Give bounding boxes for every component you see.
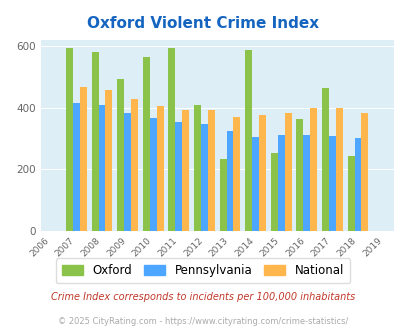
Bar <box>226 131 233 231</box>
Bar <box>303 135 309 231</box>
Bar <box>200 124 207 231</box>
Text: © 2025 CityRating.com - https://www.cityrating.com/crime-statistics/: © 2025 CityRating.com - https://www.city… <box>58 317 347 326</box>
Bar <box>309 108 316 231</box>
Bar <box>175 122 182 231</box>
Bar <box>270 153 277 231</box>
Bar <box>92 51 98 231</box>
Bar <box>105 90 112 231</box>
Bar <box>156 106 163 231</box>
Bar <box>245 50 252 231</box>
Bar <box>168 48 175 231</box>
Bar <box>354 138 360 231</box>
Bar <box>98 105 105 231</box>
Bar <box>277 135 284 231</box>
Bar <box>207 110 214 231</box>
Bar <box>73 103 80 231</box>
Bar <box>66 48 73 231</box>
Bar <box>252 137 258 231</box>
Bar <box>328 136 335 231</box>
Bar <box>117 79 124 231</box>
Bar <box>182 110 189 231</box>
Bar <box>335 108 342 231</box>
Bar <box>80 87 87 231</box>
Bar <box>321 88 328 231</box>
Legend: Oxford, Pennsylvania, National: Oxford, Pennsylvania, National <box>55 258 350 283</box>
Bar <box>124 113 131 231</box>
Text: Oxford Violent Crime Index: Oxford Violent Crime Index <box>87 16 318 31</box>
Bar <box>296 118 303 231</box>
Bar <box>284 113 291 231</box>
Bar <box>347 156 354 231</box>
Bar <box>360 113 367 231</box>
Bar <box>233 117 240 231</box>
Bar <box>258 115 265 231</box>
Text: Crime Index corresponds to incidents per 100,000 inhabitants: Crime Index corresponds to incidents per… <box>51 292 354 302</box>
Bar <box>131 99 138 231</box>
Bar <box>143 56 149 231</box>
Bar <box>149 118 156 231</box>
Bar <box>219 159 226 231</box>
Bar <box>194 105 200 231</box>
